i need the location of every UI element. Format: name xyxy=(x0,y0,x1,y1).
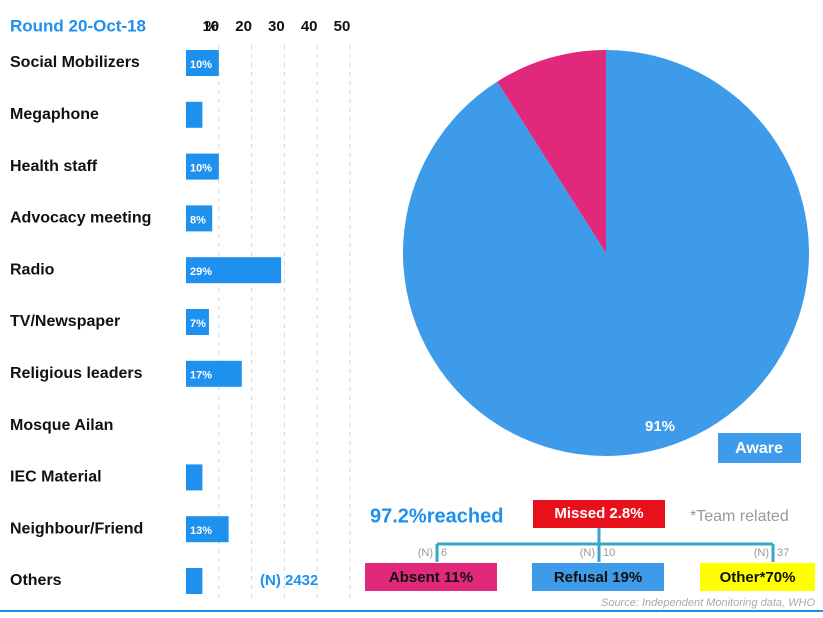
n-annotation: (N) 2432 xyxy=(260,572,318,589)
pie-slice xyxy=(497,50,606,253)
reason-box xyxy=(365,563,497,591)
reason-label: Other*70% xyxy=(720,569,796,586)
x-tick-label: 20 xyxy=(235,18,252,35)
x-tick-label: 50 xyxy=(334,18,351,35)
missed: Missed 2.8% xyxy=(554,505,643,522)
n-label: (N) xyxy=(580,547,595,559)
reason-label: Refusal 19% xyxy=(554,569,642,586)
category-label: Megaphone xyxy=(10,106,99,123)
reason-label: Absent 11% xyxy=(389,569,473,586)
bar xyxy=(186,257,282,284)
category-label: Neighbour/Friend xyxy=(10,520,143,537)
x-tick-label: 10 xyxy=(202,18,219,35)
x-axis-label: % xyxy=(205,18,218,35)
bar-title: Round 20-Oct-18 xyxy=(10,16,146,35)
bar xyxy=(186,153,219,180)
bar xyxy=(186,464,203,491)
category-label: Religious leaders xyxy=(10,365,143,382)
category-label: TV/Newspaper xyxy=(10,313,120,330)
missed-box xyxy=(533,500,665,528)
value-label: 29% xyxy=(190,266,212,278)
bar xyxy=(186,50,219,76)
value-label: 91% xyxy=(645,418,675,435)
category-label: Mosque Ailan xyxy=(10,417,113,434)
category-label: Social Mobilizers xyxy=(10,54,140,71)
value-label: 17% xyxy=(190,370,212,382)
n-value: 37 xyxy=(777,547,789,559)
value-label: 7% xyxy=(190,318,206,330)
n-label: (N) xyxy=(754,547,769,559)
value-label: 13% xyxy=(190,525,212,537)
tree-lines xyxy=(435,528,775,562)
note: *Team related xyxy=(690,508,789,525)
x-tick-label: 40 xyxy=(301,18,318,35)
n-value: 10 xyxy=(603,547,615,559)
category-label: Others xyxy=(10,572,62,589)
legend-label: Aware xyxy=(735,440,783,457)
reason-box xyxy=(700,563,815,591)
bar xyxy=(186,568,203,594)
bar xyxy=(186,101,203,128)
source: Source: Independent Monitoring data, WHO xyxy=(601,597,815,609)
bar xyxy=(186,516,229,543)
category-label: Advocacy meeting xyxy=(10,210,151,227)
n-value: 6 xyxy=(441,547,447,559)
bar xyxy=(186,205,213,232)
category-label: Radio xyxy=(10,261,55,278)
value-label: 10% xyxy=(190,163,212,175)
value-label: 10% xyxy=(190,59,212,71)
bar xyxy=(186,360,242,387)
category-label: Health staff xyxy=(10,158,98,175)
x-tick-label: 30 xyxy=(268,18,285,35)
category-label: IEC Material xyxy=(10,469,102,486)
bar xyxy=(186,309,209,335)
reached: 97.2%reached xyxy=(370,505,503,527)
legend-box xyxy=(718,433,801,463)
reason-box xyxy=(532,563,664,591)
n-label: (N) xyxy=(418,547,433,559)
value-label: 8% xyxy=(190,214,206,226)
